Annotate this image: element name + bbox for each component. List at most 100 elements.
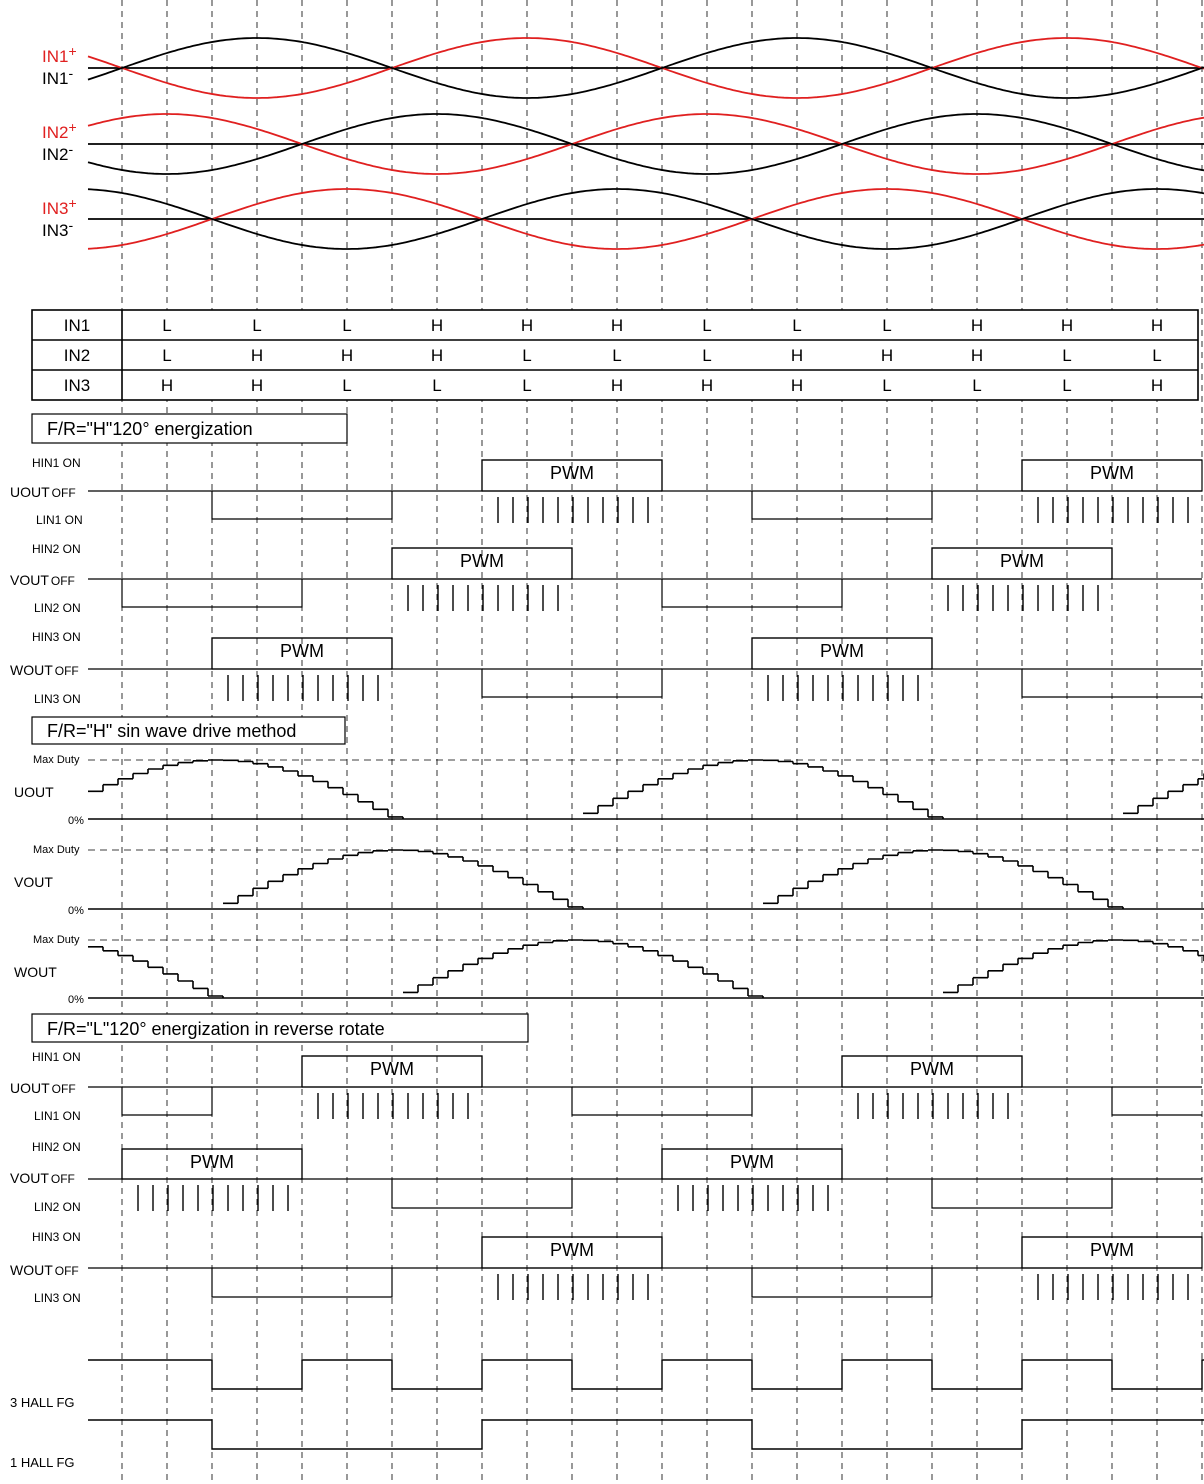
table-cell: L [342, 376, 351, 395]
fwd-wout-pwm-label: PWM [820, 641, 864, 661]
fwd-vout-pwm-box [391, 547, 573, 580]
rev-wout-off: OFF [55, 1264, 79, 1278]
in1-minus-name: IN1 [42, 69, 68, 88]
fg-trace-1hall [88, 1419, 1204, 1450]
fwd-uout-name: UOUT [10, 484, 50, 500]
fwd-uout-trace [88, 459, 1202, 520]
rev-uout-pwm-label: PWM [910, 1059, 954, 1079]
table-cell: L [522, 376, 531, 395]
in1-plus-label: IN1+ [42, 43, 77, 66]
in1-negative-wave [87, 37, 1204, 99]
sine-wout-zero: 0% [68, 994, 84, 1006]
table-cell: L [702, 316, 711, 335]
table-cell: H [881, 346, 893, 365]
rev-uout-trace [88, 1055, 1202, 1116]
rev-lin2-label: LIN2 ON [34, 1200, 81, 1214]
fwd120-labels: HIN1 ON UOUT OFF LIN1 ON HIN2 ON VOUT OFF … [10, 456, 83, 706]
in2-minus-label: IN2- [42, 141, 73, 164]
rev-vout-pwm-box [121, 1148, 303, 1180]
table-cell: L [972, 376, 981, 395]
in1-positive-wave [87, 37, 1204, 99]
sine-vout-duty-trace [223, 849, 1124, 909]
table-cells: L L L H H H L L L H H HL H H H L L L H H H L LH H L L L H H H L L L H [161, 316, 1163, 395]
sine-wout-maxduty: Max Duty [33, 934, 80, 946]
table-row-label-in1: IN1 [64, 316, 90, 335]
fg-1hall-label: 1 HALL FG [10, 1455, 75, 1470]
fwd-hin2-label: HIN2 ON [32, 542, 81, 556]
section-sine-title: F/R="H" sin wave drive method [47, 721, 296, 741]
rev-uout-pwm-label: PWM [370, 1059, 414, 1079]
rev-wout-name: WOUT [10, 1262, 53, 1278]
in1-plus-name: IN1 [42, 47, 68, 66]
rev-vout-pwm-label: PWM [190, 1152, 234, 1172]
fwd-vout-name: VOUT [10, 572, 49, 588]
section-fwd120-title: F/R="H"120° energization [47, 419, 253, 439]
sine-uout-label: UOUT [14, 784, 54, 800]
table-row-label-in3: IN3 [64, 376, 90, 395]
rev-vout-name: VOUT [10, 1170, 49, 1186]
fg-3hall-label: 3 HALL FG [10, 1395, 75, 1410]
table-cell: L [882, 376, 891, 395]
fwd-uout-pwm-label: PWM [1090, 463, 1134, 483]
fwd-uout-label: UOUT OFF [10, 484, 76, 500]
logic-table-frame [31, 309, 1199, 401]
table-cell: L [882, 316, 891, 335]
table-cell: L [162, 316, 171, 335]
sine-vout-maxduty: Max Duty [33, 844, 80, 856]
fg-trace-3hall [88, 1359, 1204, 1390]
sine-uout-zero: 0% [68, 815, 84, 827]
section-fwd120: F/R="H"120° energization [31, 413, 348, 444]
in1-minus-sign: - [68, 65, 73, 81]
table-cell: L [432, 376, 441, 395]
table-cell: L [342, 316, 351, 335]
fwd-wout-pwm-box [211, 637, 393, 670]
fwd-vout-off: OFF [51, 574, 75, 588]
fwd-vout-pwm-label: PWM [1000, 551, 1044, 571]
in3-positive-wave [87, 188, 1204, 250]
rev-wout-label: WOUT OFF [10, 1262, 79, 1278]
fwd-hin1-label: HIN1 ON [32, 456, 81, 470]
rev-hin3-label: HIN3 ON [32, 1230, 81, 1244]
fwd-vout-label: VOUT OFF [10, 572, 75, 588]
rev-uout-pwm-box [301, 1055, 483, 1088]
fwd-vout-pwm-box [931, 547, 1113, 580]
in2-plus-label: IN2+ [42, 119, 77, 142]
section-rev120-title: F/R="L"120° energization in reverse rota… [47, 1019, 385, 1039]
in3-plus-sign: + [68, 195, 76, 211]
rev120-labels: HIN1 ON UOUT OFF LIN1 ON HIN2 ON VOUT OFF … [10, 1050, 81, 1305]
in3-plus-label: IN3+ [42, 195, 77, 218]
table-cell: H [791, 346, 803, 365]
rev-uout-off: OFF [52, 1082, 76, 1096]
rev-wout-pwm-box [1021, 1236, 1203, 1269]
table-cell: L [702, 346, 711, 365]
table-cell: H [611, 376, 623, 395]
section-sine-box [31, 716, 346, 745]
table-cell: H [341, 346, 353, 365]
table-cell: L [1062, 346, 1071, 365]
fwd-lin3-label: LIN3 ON [34, 692, 81, 706]
fwd-uout-pwm-label: PWM [550, 463, 594, 483]
section-rev120-box [31, 1013, 529, 1043]
table-cell: H [791, 376, 803, 395]
rev-lin1-label: LIN1 ON [34, 1109, 81, 1123]
table-cell: L [252, 316, 261, 335]
fwd-wout-name: WOUT [10, 662, 53, 678]
table-cell: L [1152, 346, 1161, 365]
table-cell: H [971, 346, 983, 365]
rev-vout-pwm-box [661, 1148, 843, 1180]
fwd-wout-label: WOUT OFF [10, 662, 79, 678]
table-cell: H [251, 376, 263, 395]
rev-wout-trace [88, 1236, 1202, 1298]
rev-vout-pwm-label: PWM [730, 1152, 774, 1172]
table-cell: H [1061, 316, 1073, 335]
rev-hin2-label: HIN2 ON [32, 1140, 81, 1154]
table-row-label-in2: IN2 [64, 346, 90, 365]
rev-lin3-label: LIN3 ON [34, 1291, 81, 1305]
in3-minus-label: IN3- [42, 217, 73, 240]
table-cell: L [522, 346, 531, 365]
table-cell: H [701, 376, 713, 395]
fwd-wout-pwm-box [751, 637, 933, 670]
logic-table: IN1 IN2 IN3 L L L H H H L L L H H HL H H H L L L H H H L LH H L L… [31, 309, 1199, 401]
sine-labels: Max Duty UOUT 0% Max Duty VOUT 0% Max Du… [14, 754, 84, 1006]
